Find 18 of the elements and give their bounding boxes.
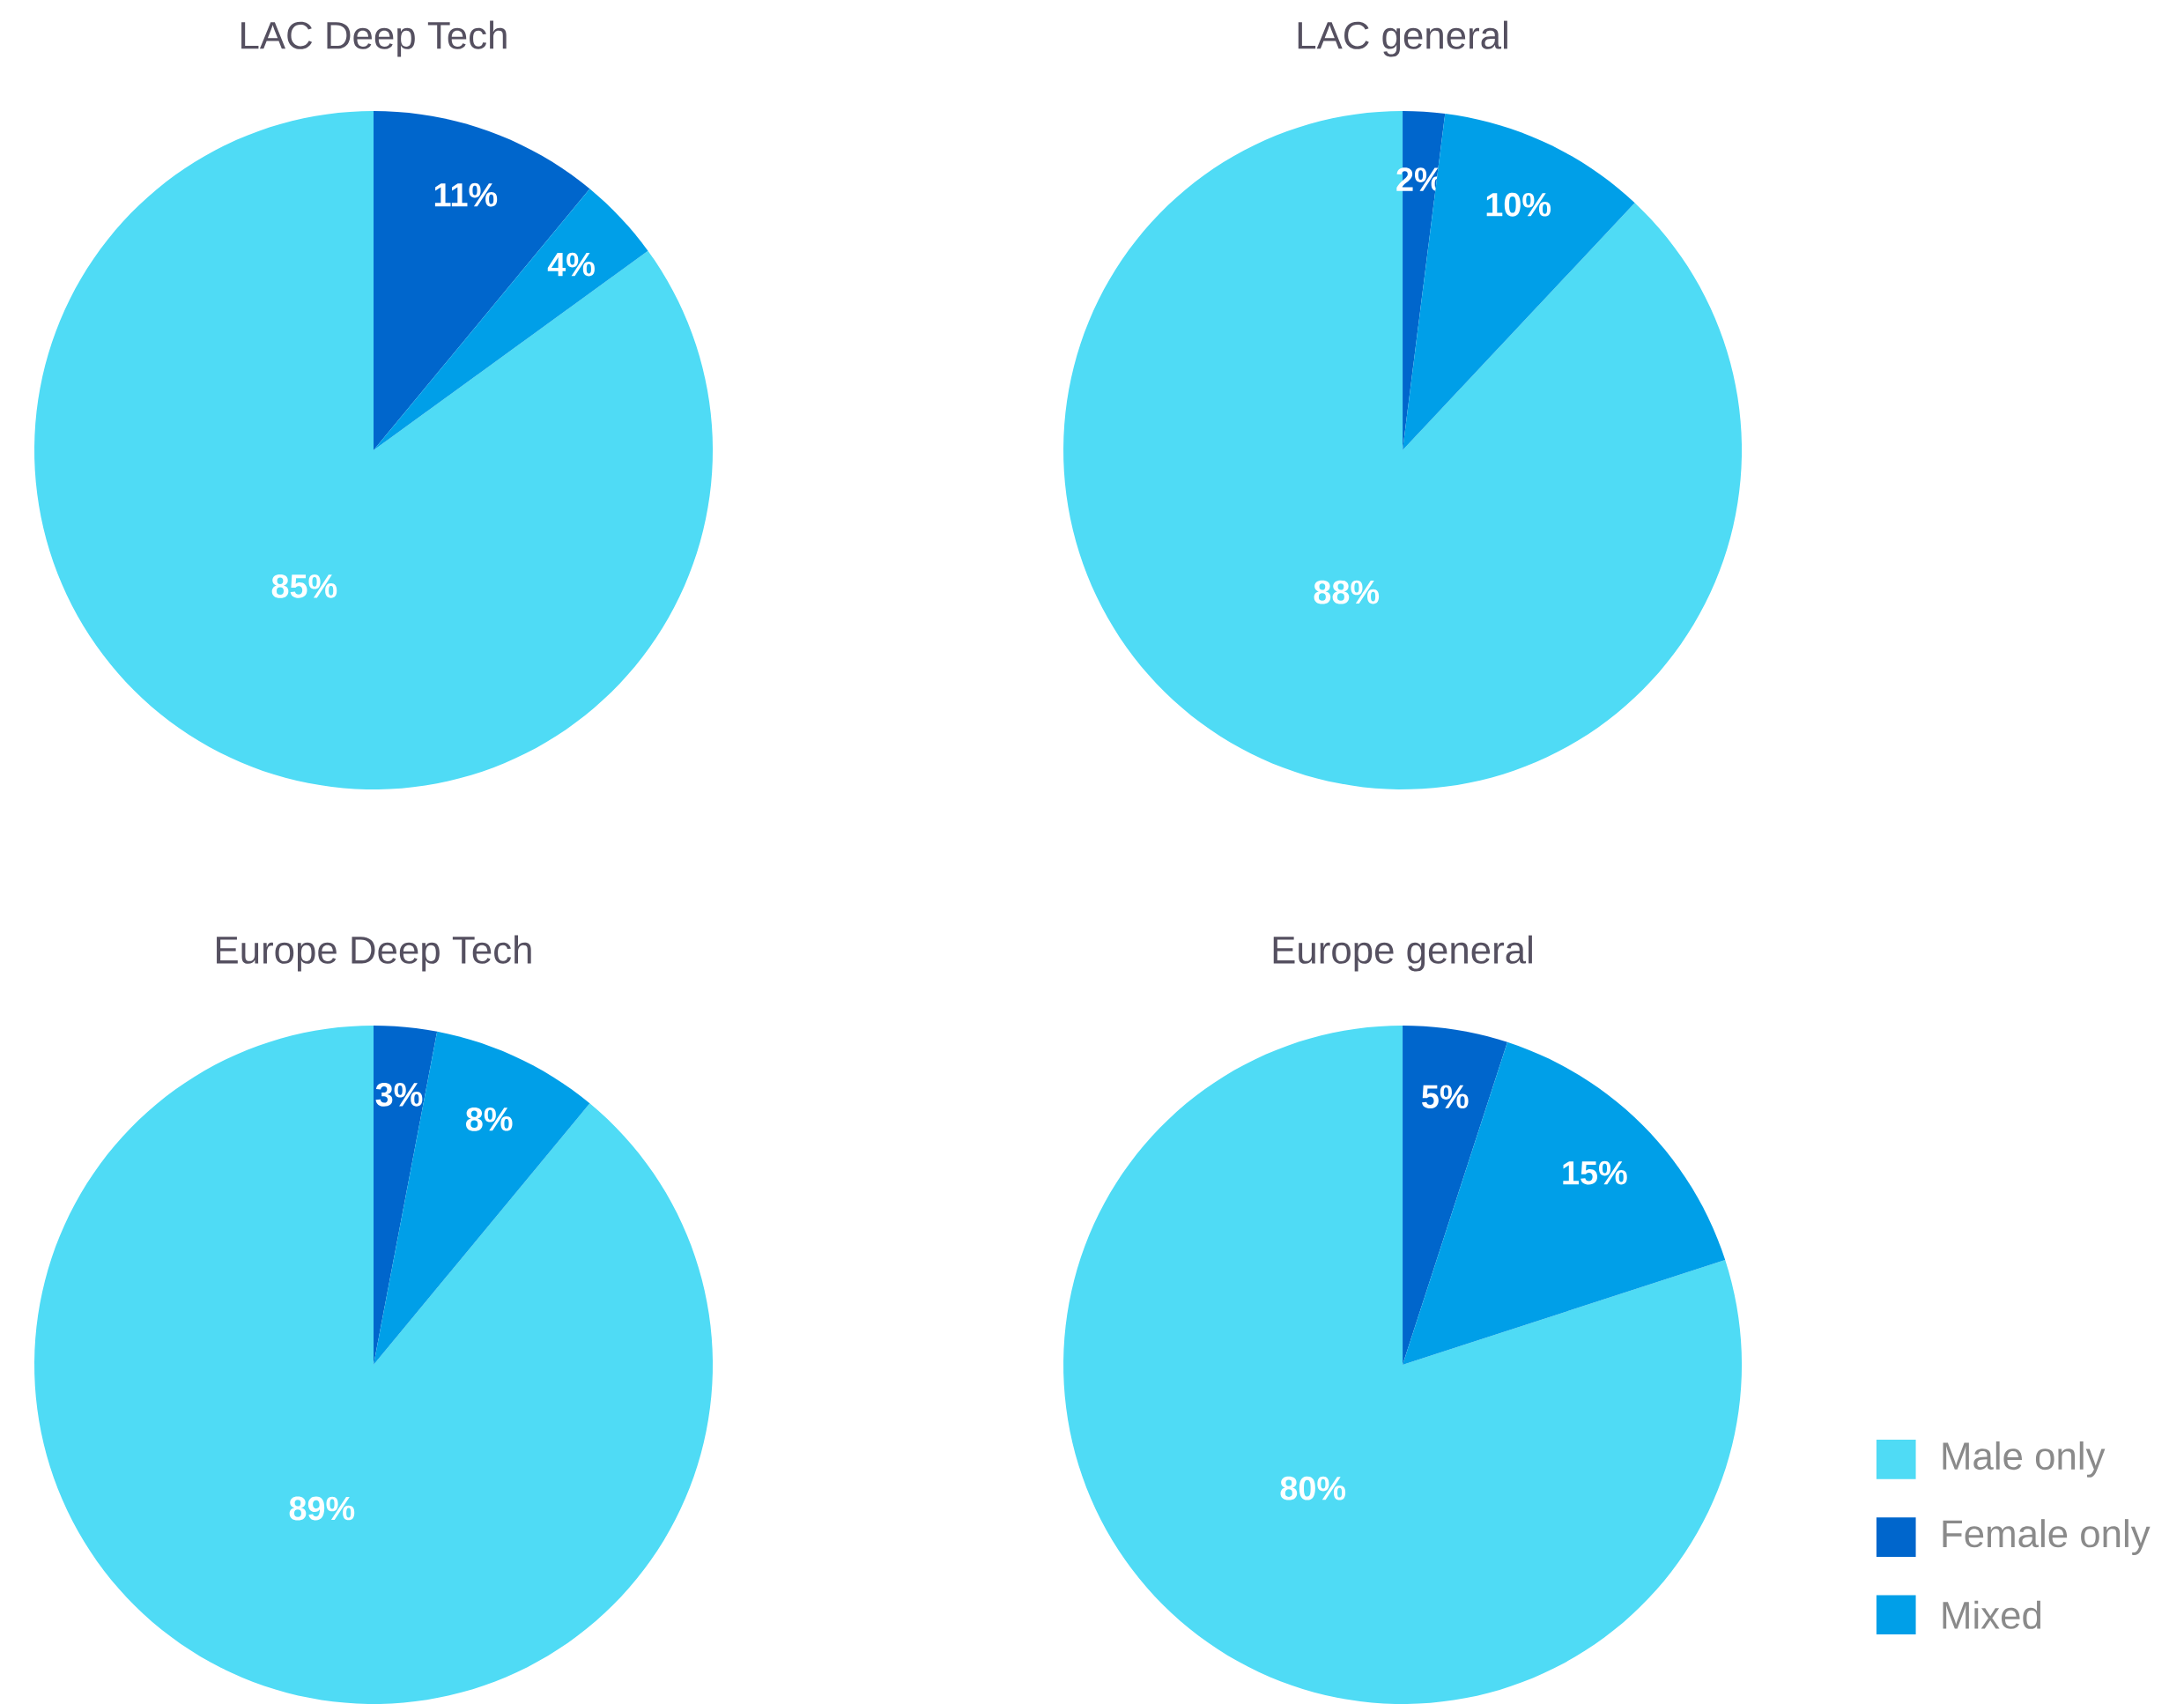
data-label: 80%	[1280, 1476, 1346, 1500]
data-label: 8%	[465, 1107, 513, 1131]
chart-title: Europe Deep Tech	[217, 935, 531, 972]
data-label: 4%	[547, 252, 595, 277]
data-label: 5%	[1422, 1085, 1469, 1109]
data-label: 3%	[375, 1082, 423, 1107]
chart-title: Europe general	[1273, 935, 1532, 972]
data-label: 89%	[289, 1496, 355, 1521]
chart-title: LAC Deep Tech	[241, 20, 507, 57]
data-label: 85%	[271, 574, 337, 598]
chart-title: LAC general	[1298, 20, 1507, 57]
data-label: 15%	[1563, 1160, 1627, 1185]
data-label: 11%	[434, 182, 498, 207]
legend-label: Male only	[1943, 1441, 2106, 1478]
legend-label: Mixed	[1943, 1600, 2041, 1629]
legend-label: Female only	[1943, 1519, 2151, 1555]
data-label: 10%	[1486, 192, 1551, 217]
data-label: 88%	[1314, 580, 1380, 604]
